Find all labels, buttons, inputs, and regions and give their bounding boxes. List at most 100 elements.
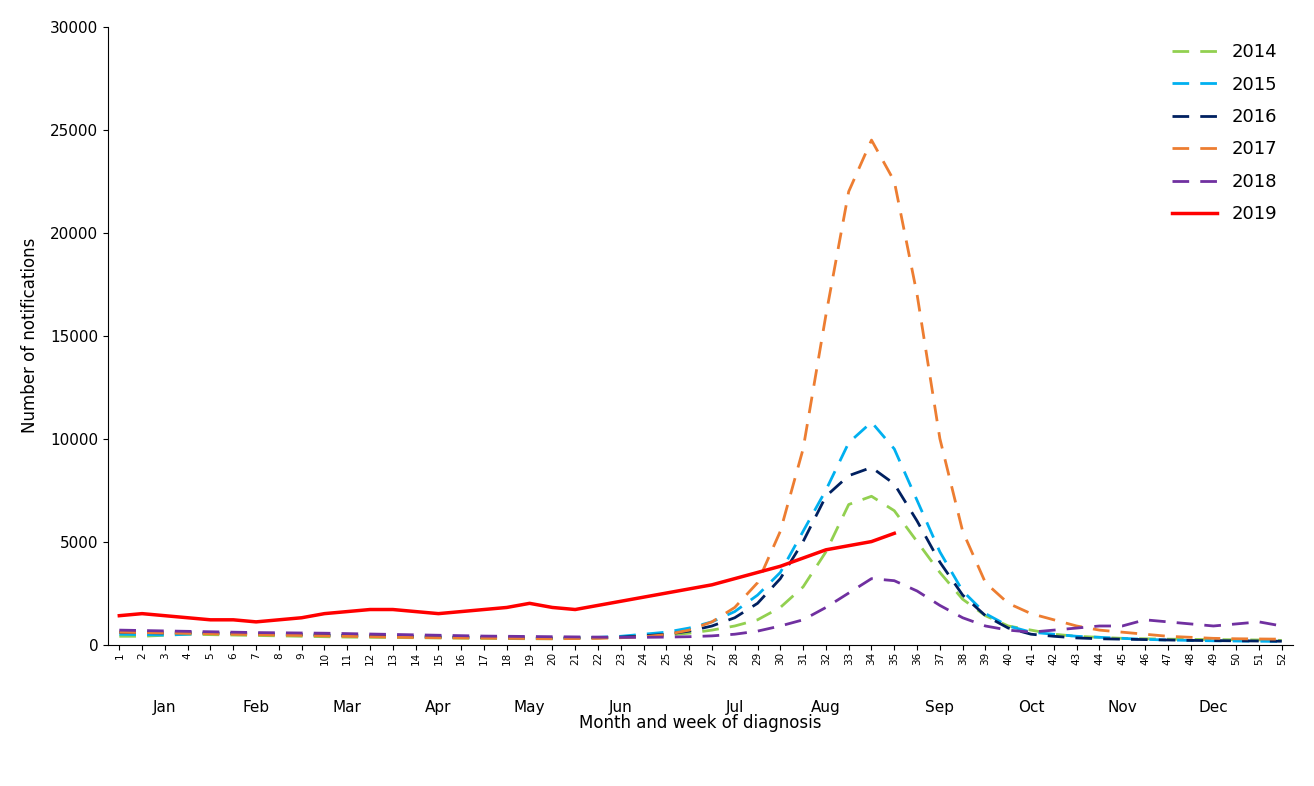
2018 xyxy=(681,632,696,641)
2019 xyxy=(704,580,720,590)
Text: Dec: Dec xyxy=(1198,700,1229,715)
Line: 2017: 2017 xyxy=(120,140,1281,639)
2018 xyxy=(863,574,879,583)
2019 xyxy=(453,607,469,616)
2019 xyxy=(134,609,150,619)
2019 xyxy=(499,603,515,612)
2019 xyxy=(202,615,218,625)
2019 xyxy=(658,589,674,598)
2019 xyxy=(476,604,491,614)
2019 xyxy=(568,604,583,614)
2014 xyxy=(112,632,127,641)
Line: 2014: 2014 xyxy=(120,496,1281,641)
2019 xyxy=(544,603,560,612)
Text: May: May xyxy=(514,700,545,715)
2016 xyxy=(658,630,674,639)
2015 xyxy=(819,486,834,495)
2019 xyxy=(112,611,127,620)
Text: Jul: Jul xyxy=(725,700,744,715)
2018 xyxy=(112,626,127,635)
2014 xyxy=(202,630,218,639)
2015 xyxy=(658,627,674,637)
2017 xyxy=(1273,634,1289,644)
2016 xyxy=(112,627,127,637)
Text: Jun: Jun xyxy=(608,700,632,715)
2019 xyxy=(248,617,264,626)
Y-axis label: Number of notifications: Number of notifications xyxy=(21,238,39,433)
2019 xyxy=(750,567,766,577)
2014 xyxy=(658,630,674,640)
2015 xyxy=(1273,637,1289,646)
2019 xyxy=(363,604,378,614)
2015 xyxy=(1205,636,1221,645)
2019 xyxy=(226,615,242,625)
2019 xyxy=(339,607,355,616)
2019 xyxy=(681,584,696,593)
2019 xyxy=(590,601,606,610)
2016 xyxy=(887,479,903,489)
2018 xyxy=(750,626,766,636)
2014 xyxy=(863,491,879,501)
Line: 2016: 2016 xyxy=(120,468,1281,641)
2019 xyxy=(727,574,742,583)
Line: 2019: 2019 xyxy=(120,534,895,622)
2018 xyxy=(909,586,925,596)
2015 xyxy=(112,630,127,639)
2015 xyxy=(202,629,218,638)
2019 xyxy=(819,545,834,555)
2019 xyxy=(863,537,879,546)
Text: Apr: Apr xyxy=(426,700,452,715)
Legend: 2014, 2015, 2016, 2017, 2018, 2019: 2014, 2015, 2016, 2017, 2018, 2019 xyxy=(1164,36,1284,230)
2019 xyxy=(317,609,332,619)
2017 xyxy=(887,177,903,186)
2015 xyxy=(887,444,903,454)
2014 xyxy=(1273,636,1289,645)
2018 xyxy=(522,632,537,641)
2019 xyxy=(612,597,628,606)
2015 xyxy=(863,417,879,427)
2019 xyxy=(431,609,447,619)
Text: Nov: Nov xyxy=(1108,700,1137,715)
Line: 2015: 2015 xyxy=(120,422,1281,641)
2017 xyxy=(658,630,674,639)
2016 xyxy=(522,634,537,643)
2016 xyxy=(1205,636,1221,645)
2017 xyxy=(202,629,218,638)
Text: Jan: Jan xyxy=(154,700,176,715)
Text: Aug: Aug xyxy=(811,700,841,715)
2014 xyxy=(522,634,537,644)
2016 xyxy=(1273,637,1289,646)
2019 xyxy=(385,604,401,614)
2016 xyxy=(202,628,218,637)
2019 xyxy=(271,615,286,625)
X-axis label: Month and week of diagnosis: Month and week of diagnosis xyxy=(579,714,821,732)
2018 xyxy=(202,627,218,637)
Text: Sep: Sep xyxy=(925,700,954,715)
2019 xyxy=(887,529,903,538)
2017 xyxy=(112,627,127,637)
2019 xyxy=(841,541,857,550)
2014 xyxy=(887,506,903,516)
2019 xyxy=(522,599,537,608)
2019 xyxy=(773,561,788,571)
2018 xyxy=(841,589,857,598)
2017 xyxy=(522,634,537,643)
Text: Mar: Mar xyxy=(332,700,361,715)
2019 xyxy=(636,593,652,602)
2019 xyxy=(180,613,196,623)
2015 xyxy=(522,634,537,643)
2017 xyxy=(863,135,879,145)
Text: Feb: Feb xyxy=(243,700,269,715)
Text: Oct: Oct xyxy=(1018,700,1045,715)
2019 xyxy=(795,553,811,563)
2018 xyxy=(612,633,628,642)
2019 xyxy=(156,611,172,620)
2017 xyxy=(1205,634,1221,643)
Line: 2018: 2018 xyxy=(120,578,1281,637)
2018 xyxy=(1273,621,1289,630)
2014 xyxy=(819,547,834,556)
2016 xyxy=(819,491,834,501)
2016 xyxy=(863,463,879,472)
2019 xyxy=(407,607,423,616)
2017 xyxy=(819,310,834,320)
